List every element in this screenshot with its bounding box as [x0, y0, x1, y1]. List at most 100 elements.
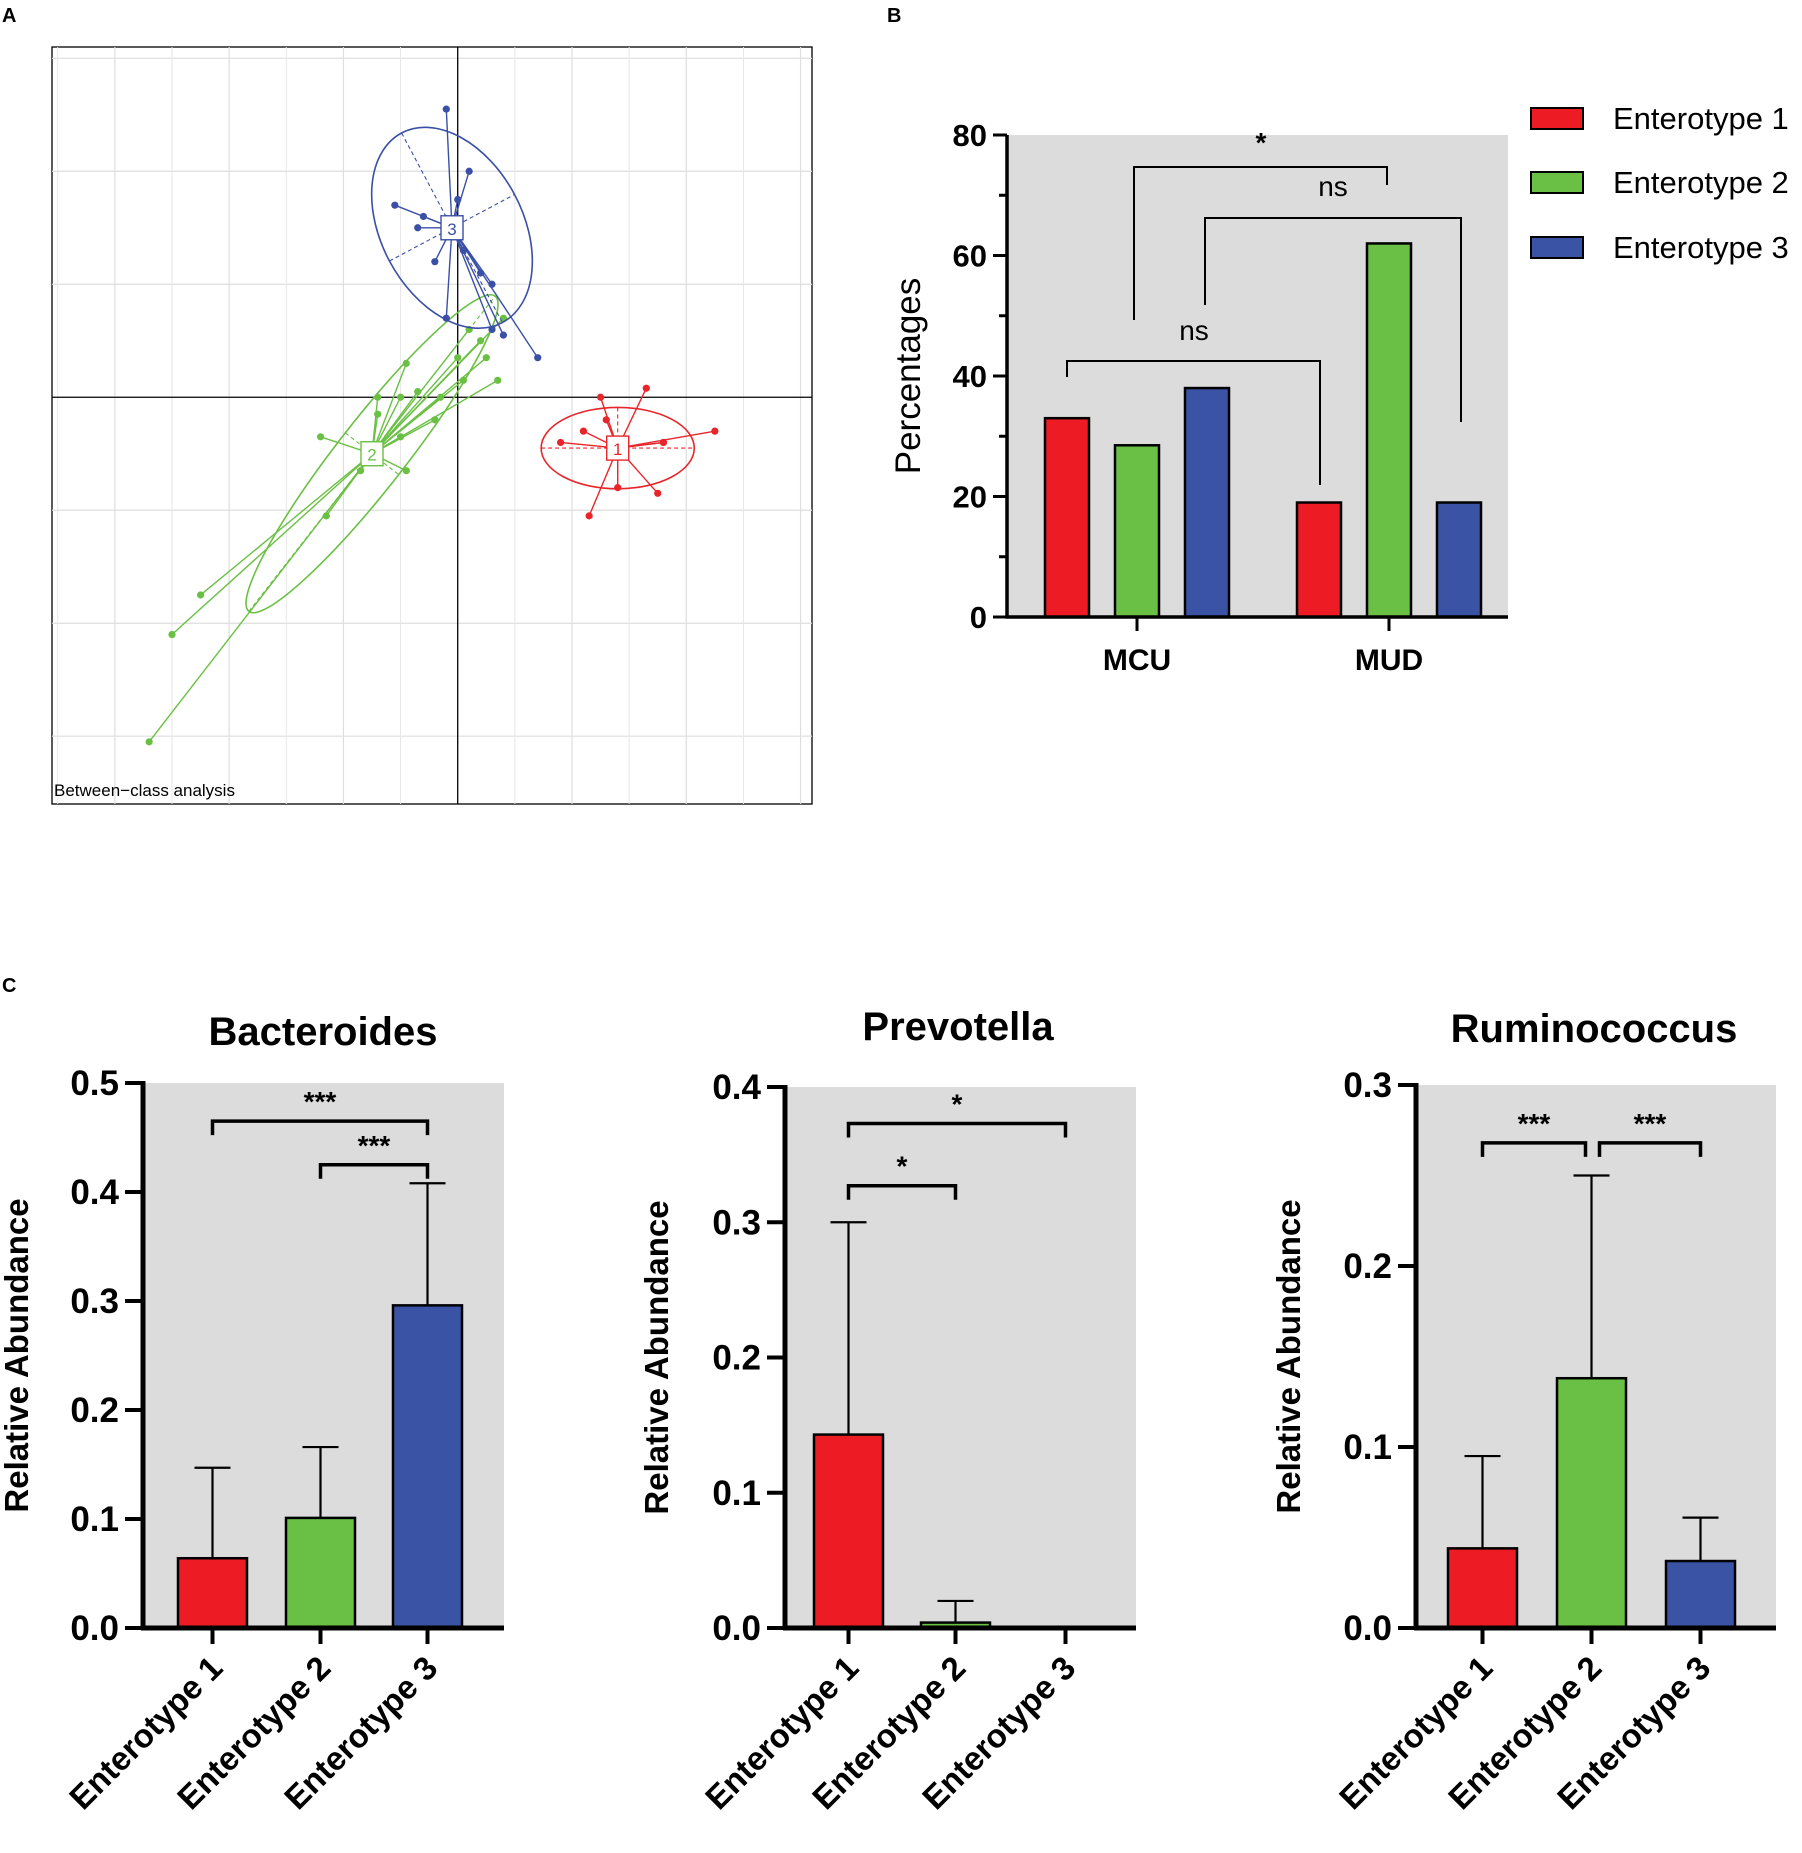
cluster-spoke — [371, 363, 407, 454]
bar-enterotype-2 — [1555, 1376, 1628, 1630]
cluster-point — [579, 427, 588, 435]
legend-label-enterotype-3: Enterotype 3 — [1613, 230, 1789, 265]
sig-mcu-e2-vs-mud-e3-label: ns — [1318, 171, 1348, 202]
sig-bracket-2 — [846, 1183, 958, 1200]
cluster-label-box-1 — [606, 435, 630, 461]
y-tick-label: 40 — [953, 359, 987, 394]
panel-c-prevotella-chart: Prevotella 0.0 0.1 0.2 0.3 0.4 Relative Abunda… — [638, 1005, 1136, 1816]
y-tick-label: 0.1 — [712, 1474, 761, 1513]
bar-enterotype-3 — [1664, 1559, 1737, 1630]
y-tick-label: 0.2 — [70, 1391, 119, 1430]
legend-swatch-enterotype-3 — [1530, 236, 1584, 259]
cluster-point — [556, 438, 565, 447]
cluster-spoke — [451, 227, 505, 336]
cluster-label-box-2 — [360, 441, 384, 467]
cluster-spoke — [445, 109, 453, 228]
cluster-point — [659, 438, 668, 447]
bar-mcu-enterotype-3 — [1183, 386, 1231, 619]
y-tick-label: 0.0 — [712, 1609, 761, 1648]
bar-enterotype-2 — [284, 1516, 357, 1630]
bar-enterotype-1 — [176, 1556, 249, 1630]
chart-title: Bacteroides — [209, 1010, 438, 1054]
bar-mud-enterotype-1 — [1295, 501, 1343, 619]
cluster-point — [414, 224, 422, 232]
legend-label-enterotype-1: Enterotype 1 — [1613, 101, 1789, 136]
legend-swatch-enterotype-1 — [1530, 107, 1584, 130]
cluster-point — [654, 489, 662, 497]
category-label-mcu: MCU — [1103, 644, 1171, 677]
panel-b-bar-chart: 0 20 40 60 80 MCU MUD Percentages * ns ns Enterotyp… — [889, 101, 1789, 677]
y-axis-title: Percentages — [889, 278, 928, 475]
cluster-spoke — [371, 357, 459, 455]
cluster-point — [534, 354, 542, 362]
cluster-point — [602, 416, 610, 424]
sig-mcu-e1-vs-mud-e1-bracket — [1066, 360, 1321, 485]
cluster-point — [431, 258, 439, 266]
sig-label-1: * — [952, 1089, 963, 1120]
panel-label-b: B — [887, 5, 901, 27]
cluster-point — [499, 331, 508, 339]
y-tick-label: 0.5 — [70, 1064, 119, 1103]
cluster-point — [419, 212, 428, 221]
y-tick-label: 0.1 — [70, 1500, 119, 1539]
cluster-point — [391, 201, 399, 209]
cluster-spoke — [451, 227, 539, 359]
cluster-1: 1 — [540, 384, 719, 520]
sig-mcu-vs-mud-bracket — [1133, 166, 1388, 320]
cluster-point — [465, 167, 473, 175]
panel-b-plot-background — [1007, 135, 1508, 617]
y-tick-label: 0.2 — [1343, 1247, 1392, 1286]
cluster-point — [454, 354, 462, 362]
cluster-point — [168, 630, 176, 639]
between-class-analysis-note: Between−class analysis — [54, 781, 235, 800]
legend-swatch-enterotype-2 — [1530, 171, 1584, 194]
bar-mud-enterotype-3 — [1435, 501, 1483, 619]
sig-label-1: *** — [1518, 1108, 1551, 1139]
cluster-point — [482, 354, 490, 362]
cluster-label-box-3 — [440, 215, 464, 241]
bar-enterotype-1 — [1446, 1547, 1519, 1630]
y-tick-label: 0.0 — [70, 1609, 119, 1648]
cluster-point — [596, 393, 605, 401]
y-tick-label: 80 — [953, 118, 987, 153]
cluster-spoke — [371, 317, 504, 455]
panel-label-a: A — [2, 5, 16, 27]
bar-mcu-enterotype-2 — [1113, 444, 1161, 619]
bar-enterotype-1 — [812, 1433, 885, 1630]
sig-bracket-1 — [846, 1121, 1068, 1138]
cluster-point — [196, 591, 205, 599]
cluster-spoke — [371, 357, 487, 455]
category-label-mud: MUD — [1355, 644, 1423, 677]
chart-title: Prevotella — [862, 1005, 1054, 1049]
cluster-spoke — [200, 453, 373, 596]
sig-label-2: *** — [358, 1130, 391, 1161]
cluster-spoke — [451, 227, 493, 330]
cluster-point — [711, 427, 719, 435]
cluster-spoke — [371, 329, 470, 455]
cluster-point — [442, 105, 450, 113]
y-tick-label: 0.4 — [70, 1173, 119, 1212]
y-axis-title: Relative Abundance — [638, 1200, 675, 1514]
sig-bracket-1 — [210, 1119, 430, 1136]
sig-mcu-vs-mud-label: * — [1256, 127, 1267, 158]
y-tick-label: 0.0 — [1343, 1609, 1392, 1648]
sig-bracket-2 — [1597, 1141, 1703, 1157]
panel-c-ruminococcus-chart: Ruminococcus 0.0 0.1 0.2 0.3 Relative Abundan… — [1270, 1007, 1776, 1816]
cluster-spoke — [617, 430, 715, 449]
cluster-label-2: 2 — [367, 446, 376, 465]
cluster-point — [402, 467, 410, 475]
panel-a-scatter: 1 2 3 Between−class analysis — [51, 46, 813, 805]
y-tick-label: 60 — [953, 239, 987, 274]
sig-label-2: *** — [1634, 1108, 1667, 1139]
sig-bracket-2 — [318, 1163, 430, 1179]
cluster-point — [145, 738, 153, 746]
y-tick-label: 0.3 — [712, 1203, 761, 1242]
y-tick-label: 0.4 — [712, 1068, 761, 1107]
cluster-minor-axis-2 — [344, 432, 400, 476]
panel-a-clusters: 1 2 3 — [145, 105, 719, 746]
sig-mcu-e2-vs-mud-e3-bracket — [1204, 217, 1462, 422]
cluster-2: 2 — [145, 293, 508, 746]
bar-mud-enterotype-2 — [1365, 242, 1413, 619]
cluster-spoke — [371, 379, 499, 455]
sig-label-2: * — [897, 1151, 908, 1182]
